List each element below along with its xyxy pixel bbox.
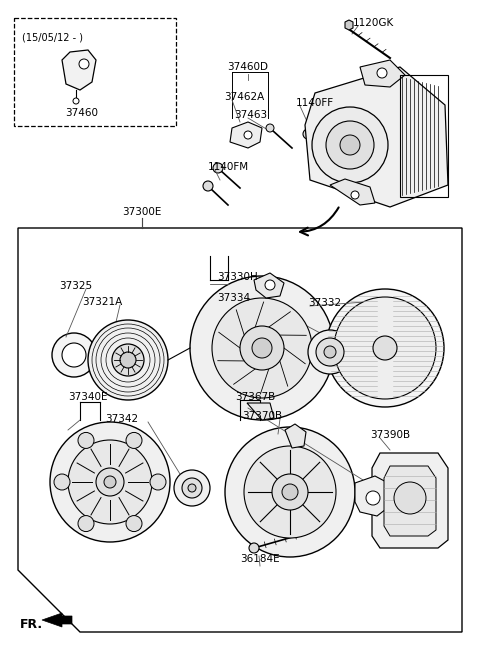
Polygon shape	[372, 453, 448, 548]
Circle shape	[316, 338, 344, 366]
Bar	[400, 75, 448, 197]
Circle shape	[150, 474, 166, 490]
Text: 36184E: 36184E	[240, 554, 280, 564]
Circle shape	[96, 468, 124, 496]
Circle shape	[68, 440, 152, 524]
Circle shape	[377, 68, 387, 78]
Polygon shape	[360, 60, 405, 87]
Circle shape	[265, 280, 275, 290]
Text: 37367B: 37367B	[235, 392, 275, 402]
Circle shape	[366, 491, 380, 505]
Text: FR.: FR.	[20, 618, 43, 631]
Circle shape	[104, 476, 116, 488]
Text: 37460D: 37460D	[228, 62, 268, 72]
Circle shape	[225, 427, 355, 557]
Circle shape	[351, 191, 359, 199]
Circle shape	[324, 346, 336, 358]
Polygon shape	[254, 273, 284, 298]
Text: 37330H: 37330H	[217, 272, 258, 282]
Polygon shape	[230, 122, 262, 148]
Text: 37332: 37332	[308, 298, 341, 308]
Circle shape	[326, 121, 374, 169]
Circle shape	[188, 484, 196, 492]
Circle shape	[326, 289, 444, 407]
Polygon shape	[345, 20, 353, 30]
Text: 1120GK: 1120GK	[353, 18, 394, 28]
Circle shape	[308, 330, 352, 374]
Circle shape	[266, 124, 274, 132]
Circle shape	[54, 474, 70, 490]
Text: 37325: 37325	[60, 281, 93, 291]
Polygon shape	[42, 613, 72, 627]
Polygon shape	[247, 403, 274, 420]
Circle shape	[282, 484, 298, 500]
Circle shape	[312, 107, 388, 183]
Text: 37340E: 37340E	[68, 392, 108, 402]
Circle shape	[120, 352, 136, 368]
Circle shape	[126, 516, 142, 531]
Circle shape	[174, 470, 210, 506]
Circle shape	[252, 338, 272, 358]
Circle shape	[50, 422, 170, 542]
Circle shape	[88, 320, 168, 400]
Polygon shape	[285, 424, 306, 448]
Circle shape	[190, 276, 334, 420]
Circle shape	[79, 59, 89, 69]
Circle shape	[112, 344, 144, 376]
Circle shape	[78, 432, 94, 449]
Circle shape	[244, 446, 336, 538]
Circle shape	[249, 543, 259, 553]
Text: (15/05/12 - ): (15/05/12 - )	[22, 32, 83, 42]
Text: 37390B: 37390B	[370, 430, 410, 440]
Circle shape	[182, 478, 202, 498]
Circle shape	[203, 181, 213, 191]
Circle shape	[394, 482, 426, 514]
Text: 37370B: 37370B	[242, 411, 282, 421]
Circle shape	[62, 343, 86, 367]
Text: 1140FM: 1140FM	[208, 162, 249, 172]
Polygon shape	[305, 67, 448, 207]
Bar	[14, 18, 176, 126]
Circle shape	[52, 333, 96, 377]
Circle shape	[272, 474, 308, 510]
Text: 37462A: 37462A	[224, 92, 264, 102]
Polygon shape	[355, 476, 390, 516]
Text: 37334: 37334	[217, 293, 251, 303]
Circle shape	[303, 129, 313, 139]
Text: 37463: 37463	[234, 110, 267, 120]
Text: 1140FF: 1140FF	[296, 98, 334, 108]
Circle shape	[73, 98, 79, 104]
Circle shape	[373, 336, 397, 360]
Polygon shape	[330, 179, 375, 205]
Circle shape	[212, 298, 312, 398]
Circle shape	[213, 163, 223, 173]
Text: 37300E: 37300E	[122, 207, 162, 217]
Text: 37321A: 37321A	[82, 297, 122, 307]
Circle shape	[78, 516, 94, 531]
Circle shape	[240, 326, 284, 370]
Circle shape	[244, 131, 252, 139]
Circle shape	[334, 297, 436, 399]
Circle shape	[340, 135, 360, 155]
Text: 37460: 37460	[65, 108, 98, 118]
Text: 37342: 37342	[106, 414, 139, 424]
Circle shape	[126, 432, 142, 449]
Polygon shape	[62, 50, 96, 90]
Polygon shape	[384, 466, 436, 536]
